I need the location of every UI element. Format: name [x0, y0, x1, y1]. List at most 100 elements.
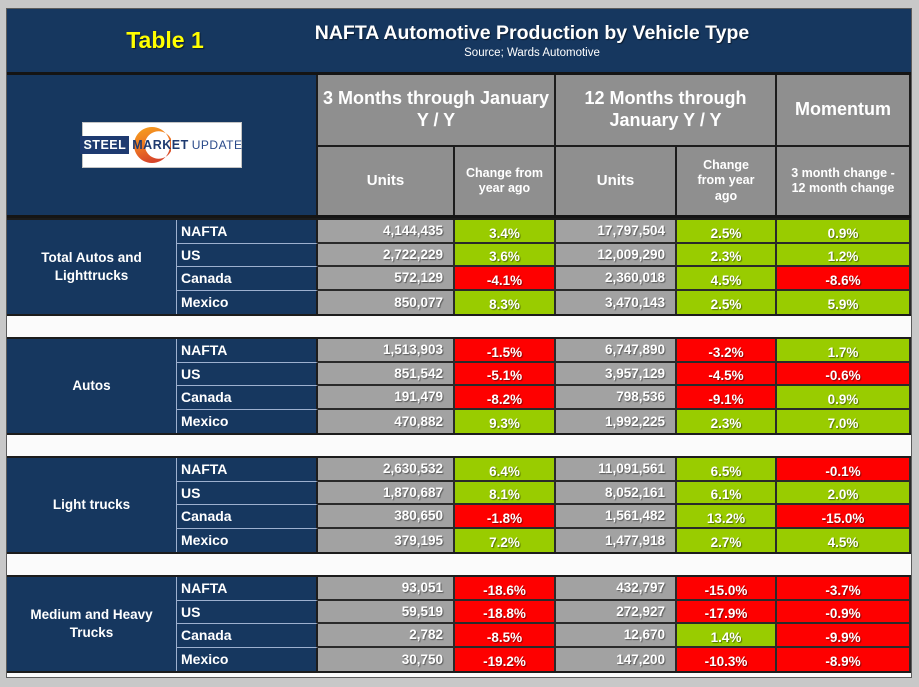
region-label: Mexico — [177, 409, 318, 433]
vehicle-type-block: Total Autos and Lighttrucks NAFTA 4,144,43… — [7, 218, 911, 316]
change-3mo-value: 3.6% — [455, 243, 556, 267]
column-header-change-3mo: Change from year ago — [455, 147, 556, 215]
change-3mo-value: -8.2% — [455, 386, 556, 410]
units-12mo-value: 1,561,482 — [556, 505, 677, 529]
logo-cell: STEEL MARKET UPDATE — [7, 75, 318, 215]
units-3mo-value: 4,144,435 — [318, 220, 455, 244]
units-3mo-value: 191,479 — [318, 386, 455, 410]
block-separator — [7, 554, 911, 575]
units-12mo-value: 3,470,143 — [556, 290, 677, 314]
change-12mo-value: 6.5% — [677, 458, 777, 482]
change-12mo-value: 2.3% — [677, 409, 777, 433]
title-bar: Table 1 NAFTA Automotive Production by V… — [7, 9, 911, 75]
column-header-units-12mo: Units — [556, 147, 677, 215]
region-label: Canada — [177, 505, 318, 529]
column-header-momentum-diff: 3 month change - 12 month change — [777, 147, 911, 215]
momentum-value: -9.9% — [777, 624, 911, 648]
units-12mo-value: 1,992,225 — [556, 409, 677, 433]
logo-word-market: MARKET — [132, 138, 189, 152]
change-3mo-value: -18.8% — [455, 600, 556, 624]
change-3mo-value: -1.5% — [455, 339, 556, 363]
column-header-change-12mo: Change from year ago — [677, 147, 777, 215]
units-3mo-value: 851,542 — [318, 362, 455, 386]
momentum-value: 0.9% — [777, 220, 911, 244]
logo-word-update: UPDATE — [191, 138, 243, 152]
change-3mo-value: 8.3% — [455, 290, 556, 314]
momentum-value: -15.0% — [777, 505, 911, 529]
momentum-value: 1.7% — [777, 339, 911, 363]
change-12mo-value: -10.3% — [677, 647, 777, 671]
units-3mo-value: 30,750 — [318, 647, 455, 671]
column-header-units-3mo: Units — [318, 147, 455, 215]
units-3mo-value: 850,077 — [318, 290, 455, 314]
smu-logo-crescent-icon — [133, 126, 171, 163]
units-3mo-value: 2,782 — [318, 624, 455, 648]
units-12mo-value: 12,009,290 — [556, 243, 677, 267]
units-3mo-value: 2,630,532 — [318, 458, 455, 482]
units-12mo-value: 3,957,129 — [556, 362, 677, 386]
change-3mo-value: -18.6% — [455, 577, 556, 601]
change-12mo-value: 2.5% — [677, 290, 777, 314]
region-label: NAFTA — [177, 339, 318, 363]
column-group-momentum: Momentum — [777, 75, 911, 147]
region-label: Canada — [177, 624, 318, 648]
table-number-label: Table 1 — [126, 27, 204, 53]
change-12mo-value: 2.3% — [677, 243, 777, 267]
group-label: Light trucks — [7, 458, 177, 552]
units-12mo-value: 147,200 — [556, 647, 677, 671]
units-3mo-value: 380,650 — [318, 505, 455, 529]
change-12mo-value: 2.5% — [677, 220, 777, 244]
region-label: Canada — [177, 267, 318, 291]
change-12mo-value: -9.1% — [677, 386, 777, 410]
momentum-value: 7.0% — [777, 409, 911, 433]
momentum-value: -8.9% — [777, 647, 911, 671]
units-12mo-value: 17,797,504 — [556, 220, 677, 244]
block-separator — [7, 316, 911, 337]
units-3mo-value: 572,129 — [318, 267, 455, 291]
region-label: US — [177, 481, 318, 505]
momentum-value: 4.5% — [777, 528, 911, 552]
region-label: Canada — [177, 386, 318, 410]
units-12mo-value: 2,360,018 — [556, 267, 677, 291]
units-3mo-value: 2,722,229 — [318, 243, 455, 267]
region-label: Mexico — [177, 647, 318, 671]
vehicle-type-block: Light trucks NAFTA 2,630,532 6.4% 11,091,561… — [7, 456, 911, 554]
vehicle-type-block: Autos NAFTA 1,513,903 -1.5% 6,747,890 -3.2% 1.… — [7, 337, 911, 435]
units-12mo-value: 12,670 — [556, 624, 677, 648]
table-figure: Table 1 NAFTA Automotive Production by V… — [7, 9, 911, 677]
momentum-value: -0.9% — [777, 600, 911, 624]
units-3mo-value: 379,195 — [318, 528, 455, 552]
logo-text: STEEL MARKET UPDATE — [80, 136, 242, 154]
change-12mo-value: 4.5% — [677, 267, 777, 291]
units-3mo-value: 1,513,903 — [318, 339, 455, 363]
change-12mo-value: 6.1% — [677, 481, 777, 505]
change-3mo-value: -1.8% — [455, 505, 556, 529]
momentum-value: 5.9% — [777, 290, 911, 314]
change-3mo-value: 6.4% — [455, 458, 556, 482]
block-separator — [7, 435, 911, 456]
table-header: STEEL MARKET UPDATE 3 Months through Jan… — [7, 75, 911, 218]
region-label: Mexico — [177, 528, 318, 552]
units-12mo-value: 432,797 — [556, 577, 677, 601]
change-3mo-value: -5.1% — [455, 362, 556, 386]
change-3mo-value: 3.4% — [455, 220, 556, 244]
change-12mo-value: 1.4% — [677, 624, 777, 648]
change-12mo-value: -17.9% — [677, 600, 777, 624]
group-label: Total Autos and Lighttrucks — [7, 220, 177, 314]
units-3mo-value: 59,519 — [318, 600, 455, 624]
units-12mo-value: 1,477,918 — [556, 528, 677, 552]
region-label: NAFTA — [177, 458, 318, 482]
momentum-value: 2.0% — [777, 481, 911, 505]
steel-market-update-logo: STEEL MARKET UPDATE — [80, 122, 242, 168]
region-label: US — [177, 362, 318, 386]
units-3mo-value: 93,051 — [318, 577, 455, 601]
units-12mo-value: 272,927 — [556, 600, 677, 624]
change-3mo-value: 9.3% — [455, 409, 556, 433]
group-label: Medium and Heavy Trucks — [7, 577, 177, 671]
change-3mo-value: -4.1% — [455, 267, 556, 291]
units-12mo-value: 11,091,561 — [556, 458, 677, 482]
vehicle-type-block: Medium and Heavy Trucks NAFTA 93,051 -18.6%… — [7, 575, 911, 673]
momentum-value: -3.7% — [777, 577, 911, 601]
units-12mo-value: 798,536 — [556, 386, 677, 410]
change-12mo-value: -15.0% — [677, 577, 777, 601]
